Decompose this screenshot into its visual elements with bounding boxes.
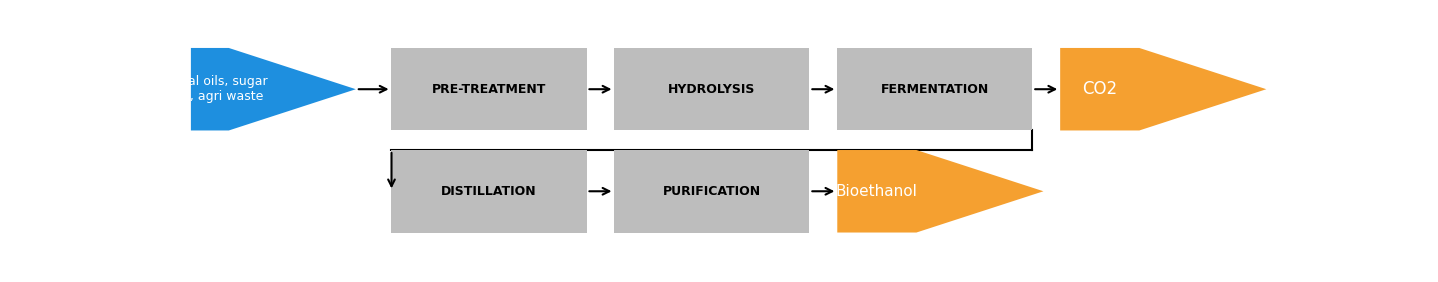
- Bar: [614, 48, 810, 131]
- Polygon shape: [837, 150, 1044, 233]
- Text: FERMENTATION: FERMENTATION: [880, 83, 989, 96]
- Text: CO2: CO2: [1083, 80, 1117, 98]
- Polygon shape: [191, 48, 355, 131]
- Text: Natural oils, sugar
crops, agri waste: Natural oils, sugar crops, agri waste: [152, 75, 267, 103]
- Text: PRE-TREATMENT: PRE-TREATMENT: [431, 83, 546, 96]
- Bar: [391, 150, 587, 233]
- Text: HYDROLYSIS: HYDROLYSIS: [669, 83, 755, 96]
- Bar: [614, 150, 810, 233]
- Text: Bioethanol: Bioethanol: [835, 184, 917, 199]
- Polygon shape: [1060, 48, 1267, 131]
- Bar: [391, 48, 587, 131]
- Text: DISTILLATION: DISTILLATION: [441, 185, 536, 198]
- Text: PURIFICATION: PURIFICATION: [663, 185, 761, 198]
- Bar: [837, 48, 1032, 131]
